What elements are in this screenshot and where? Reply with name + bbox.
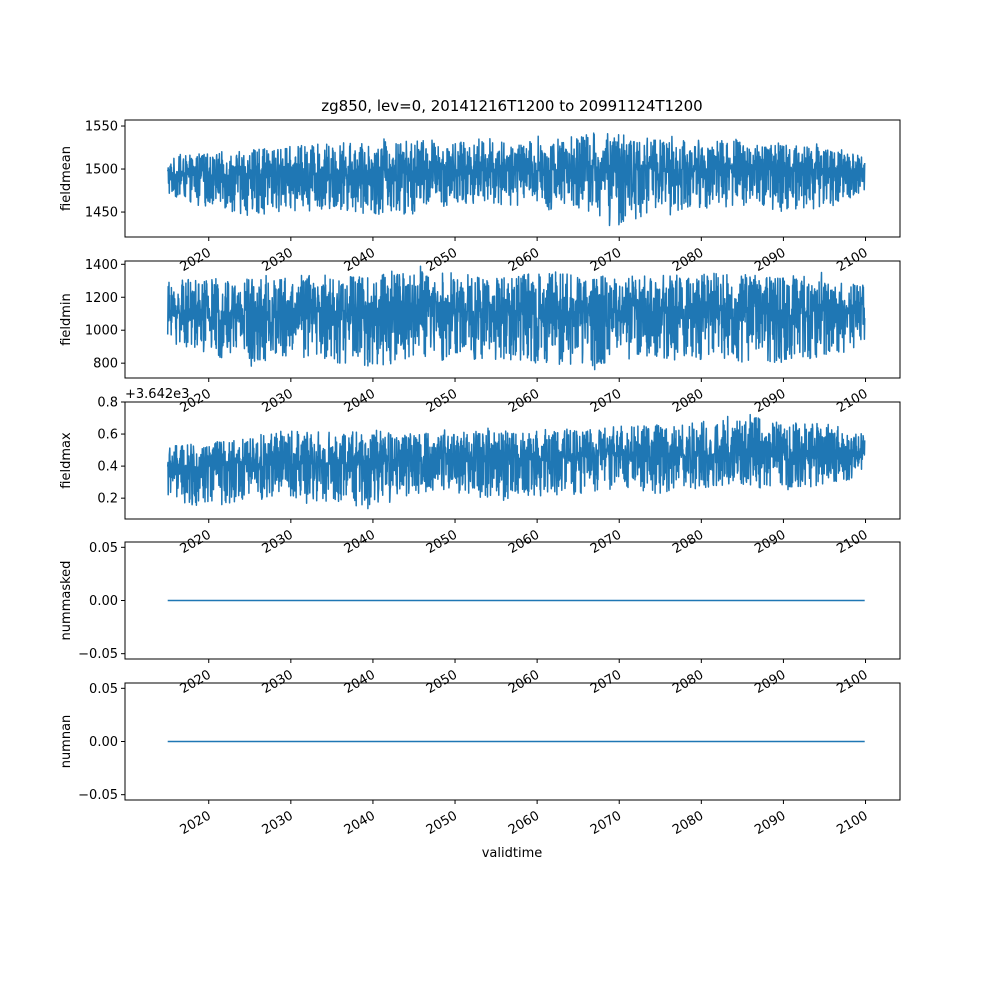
x-tick-label: 2090 bbox=[752, 667, 788, 697]
x-tick-label: 2060 bbox=[506, 245, 542, 275]
axes-frame-fieldmax bbox=[124, 401, 901, 520]
x-tick-label: 2060 bbox=[506, 386, 542, 416]
y-tick-label: 0.8 bbox=[97, 396, 118, 411]
x-tick-label: 2020 bbox=[178, 245, 214, 275]
x-tick-label: 2070 bbox=[588, 386, 624, 416]
y-tick-label: 0.05 bbox=[89, 682, 118, 697]
x-tick-label: 2030 bbox=[260, 667, 296, 697]
y-tick-label: 1000 bbox=[85, 324, 118, 339]
series-line-fieldmax bbox=[166, 413, 866, 510]
panel-nummasked: −0.05 0.00 0.05 nummasked 2020 2030 2040 2050 20… bbox=[59, 541, 901, 697]
x-tick-label: 2080 bbox=[670, 386, 706, 416]
series-line-fieldmin bbox=[166, 265, 866, 371]
x-tick-label: 2030 bbox=[260, 386, 296, 416]
x-tick-label: 2050 bbox=[424, 808, 460, 838]
y-tick-label: 0.4 bbox=[97, 460, 118, 475]
x-tick-label: 2040 bbox=[342, 808, 378, 838]
x-tick-label: 2080 bbox=[670, 808, 706, 838]
x-tick-label: 2040 bbox=[342, 386, 378, 416]
x-axis-label: validtime bbox=[482, 846, 543, 861]
y-tick-label: 0.6 bbox=[97, 428, 118, 443]
x-tick-label: 2050 bbox=[424, 245, 460, 275]
x-tick-label: 2100 bbox=[834, 667, 870, 697]
x-tick-label: 2090 bbox=[752, 808, 788, 838]
x-tick-label: 2060 bbox=[506, 808, 542, 838]
x-tick-label: 2030 bbox=[260, 245, 296, 275]
axes-frame-fieldmin bbox=[124, 260, 901, 379]
y-tick-label: −0.05 bbox=[78, 647, 118, 662]
y-axis-label-fieldmax: fieldmax bbox=[59, 432, 74, 489]
x-tick-label: 2060 bbox=[506, 667, 542, 697]
x-tick-label: 2070 bbox=[588, 667, 624, 697]
y-tick-label: 1500 bbox=[85, 163, 118, 178]
x-tick-label: 2030 bbox=[260, 808, 296, 838]
y-tick-label: 1550 bbox=[85, 120, 118, 135]
y-tick-label: 800 bbox=[93, 357, 118, 372]
x-tick-label: 2040 bbox=[342, 667, 378, 697]
y-tick-label: 1200 bbox=[85, 291, 118, 306]
x-tick-label: 2050 bbox=[424, 667, 460, 697]
y-axis-label-numnan: numnan bbox=[59, 715, 74, 769]
x-tick-label: 2040 bbox=[342, 245, 378, 275]
x-tick-label: 2020 bbox=[178, 808, 214, 838]
x-tick-label: 2100 bbox=[834, 386, 870, 416]
y-offset-text: +3.642e3 bbox=[125, 387, 189, 402]
y-tick-label: −0.05 bbox=[78, 788, 118, 803]
x-tick-label: 2090 bbox=[752, 386, 788, 416]
x-tick-label: 2090 bbox=[752, 245, 788, 275]
panels: 1450 1500 1550 fieldmean 2020 2030 2040 2050 206… bbox=[59, 119, 901, 838]
y-tick-label: 0.00 bbox=[89, 594, 118, 609]
y-tick-label: 0.2 bbox=[97, 492, 118, 507]
y-axis-label-fieldmin: fieldmin bbox=[59, 293, 74, 346]
x-tick-label: 2100 bbox=[834, 808, 870, 838]
x-tick-label: 2050 bbox=[424, 386, 460, 416]
chart-title: zg850, lev=0, 20141216T1200 to 20991124T… bbox=[321, 97, 702, 115]
y-tick-label: 1450 bbox=[85, 206, 118, 221]
y-tick-label: 1400 bbox=[85, 258, 118, 273]
panel-fieldmean: 1450 1500 1550 fieldmean 2020 2030 2040 2050 206… bbox=[59, 119, 901, 275]
y-axis-label-nummasked: nummasked bbox=[59, 561, 74, 641]
y-tick-label: 0.05 bbox=[89, 541, 118, 556]
x-tick-label: 2080 bbox=[670, 245, 706, 275]
series-line-fieldmean bbox=[166, 132, 866, 227]
panel-numnan: −0.05 0.00 0.05 numnan 2020 2030 2040 2050 2060 2… bbox=[59, 682, 901, 838]
x-tick-label: 2070 bbox=[588, 808, 624, 838]
axes-frame-fieldmean bbox=[124, 119, 901, 238]
x-tick-label: 2100 bbox=[834, 245, 870, 275]
x-tick-label: 2080 bbox=[670, 667, 706, 697]
x-tick-label: 2070 bbox=[588, 245, 624, 275]
x-tick-label: 2020 bbox=[178, 667, 214, 697]
y-axis-label-fieldmean: fieldmean bbox=[59, 146, 74, 211]
y-tick-label: 0.00 bbox=[89, 735, 118, 750]
